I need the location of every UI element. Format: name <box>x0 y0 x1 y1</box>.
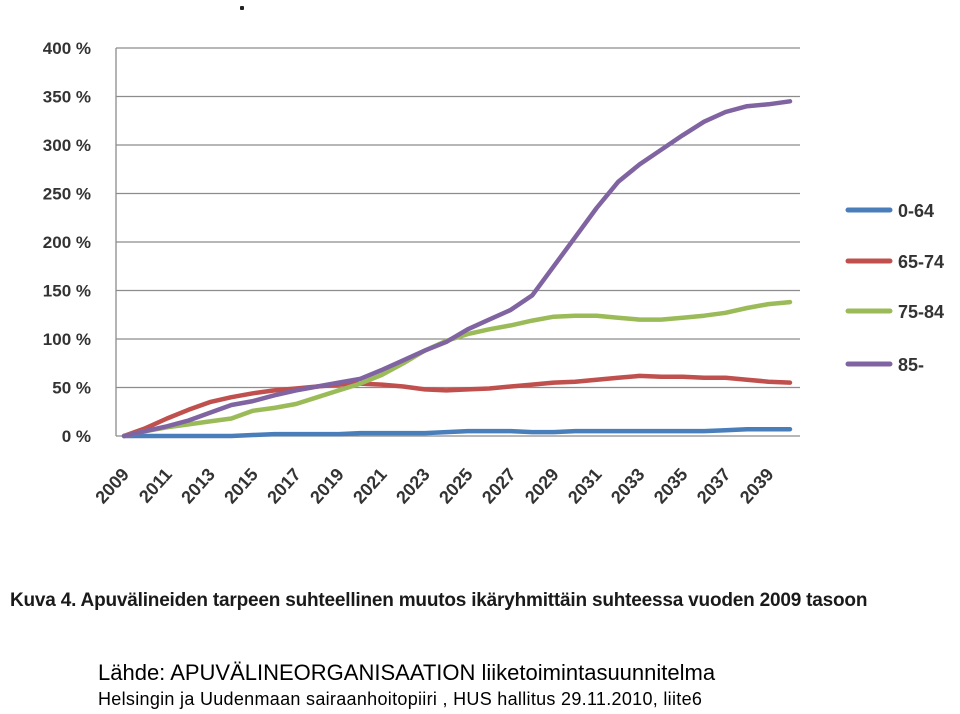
figure-caption: Kuva 4. Apuvälineiden tarpeen suhteellin… <box>10 590 868 611</box>
legend-label: 65-74 <box>898 252 944 272</box>
y-tick-label: 50 % <box>52 379 91 398</box>
legend-label: 75-84 <box>898 302 944 322</box>
stray-mark <box>240 6 244 10</box>
x-tick-label: 2019 <box>306 464 348 507</box>
grid-lines <box>115 47 800 437</box>
x-tick-label: 2023 <box>392 464 434 507</box>
x-tick-label: 2011 <box>135 464 176 506</box>
x-tick-label: 2029 <box>521 464 563 507</box>
x-tick-label: 2035 <box>650 464 692 507</box>
source-text: Lähde: APUVÄLINEORGANISAATION liiketoimi… <box>98 660 716 685</box>
y-tick-label: 200 % <box>43 233 91 252</box>
series-lines <box>121 99 793 439</box>
line-chart: 0 % 50 % 100 % 150 % 200 % 250 % 300 % 350 % 400… <box>43 39 944 507</box>
series-line-0-64 <box>121 426 793 439</box>
y-tick-label: 0 % <box>62 427 91 446</box>
y-tick-label: 150 % <box>43 282 91 301</box>
x-tick-label: 2013 <box>177 464 219 507</box>
series-line-75-84 <box>121 299 793 439</box>
x-tick-label: 2025 <box>435 464 477 507</box>
y-tick-label: 400 % <box>43 39 91 58</box>
x-tick-label: 2033 <box>607 464 649 507</box>
x-tick-label: 2017 <box>263 464 305 507</box>
legend: 0-64 65-74 75-84 85- <box>845 201 944 375</box>
series-line-85- <box>121 99 793 439</box>
x-tick-label: 2015 <box>220 464 262 507</box>
y-tick-label: 350 % <box>43 88 91 107</box>
x-tick-label: 2037 <box>693 464 735 507</box>
source-detail-text: Helsingin ja Uudenmaan sairaanhoitopiiri… <box>98 689 703 709</box>
y-tick-label: 100 % <box>43 330 91 349</box>
y-axis-ticks: 0 % 50 % 100 % 150 % 200 % 250 % 300 % 350 % 400… <box>43 39 91 446</box>
y-tick-label: 300 % <box>43 136 91 155</box>
legend-label: 0-64 <box>898 201 934 221</box>
x-axis-ticks: 2009 2011 2013 2015 2017 2019 2021 2023 2025 2027… <box>91 464 777 507</box>
y-tick-label: 250 % <box>43 185 91 204</box>
x-tick-label: 2009 <box>91 464 133 507</box>
x-tick-label: 2039 <box>736 464 778 507</box>
series-line-65-74 <box>121 373 793 439</box>
x-tick-label: 2031 <box>564 464 606 507</box>
legend-label: 85- <box>898 355 924 375</box>
x-tick-label: 2027 <box>478 464 520 507</box>
x-tick-label: 2021 <box>349 464 391 507</box>
